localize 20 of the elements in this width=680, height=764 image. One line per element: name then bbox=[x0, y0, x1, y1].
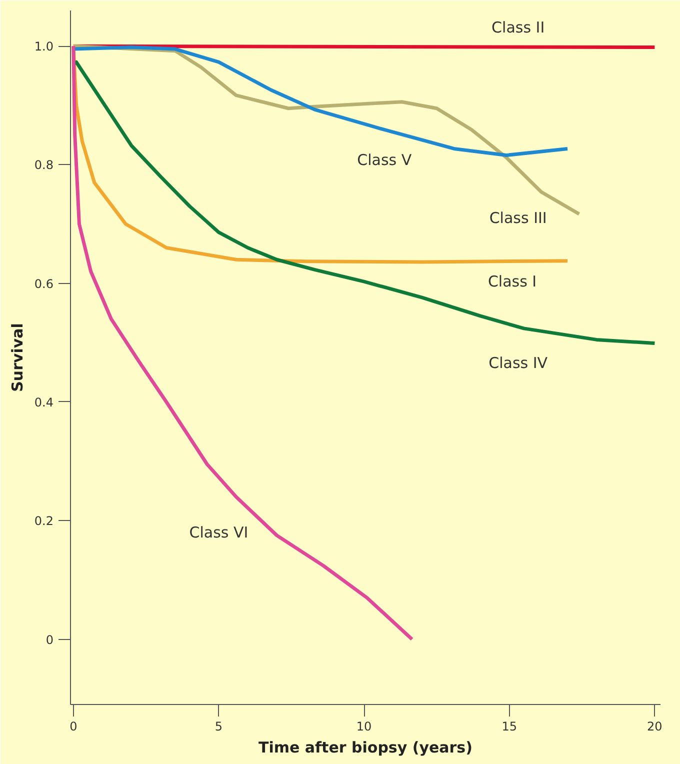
y-tick-label: 0 bbox=[46, 632, 54, 647]
y-tick-label: 0.6 bbox=[34, 276, 54, 291]
series-label: Class V bbox=[357, 150, 412, 169]
x-tick-label: 10 bbox=[356, 720, 372, 734]
y-tick-label: 0.8 bbox=[34, 158, 54, 172]
x-tick-label: 5 bbox=[214, 720, 223, 734]
x-axis-title: Time after biopsy (years) bbox=[258, 738, 472, 756]
y-tick-label: 0.2 bbox=[34, 514, 54, 528]
x-tick-label: 0 bbox=[70, 720, 78, 734]
y-tick-label: 1.0 bbox=[34, 40, 54, 54]
x-tick-label: 20 bbox=[647, 720, 662, 734]
y-tick-label: 0.4 bbox=[34, 395, 54, 410]
series-label: Class II bbox=[492, 18, 545, 37]
series-label: Class IV bbox=[488, 354, 548, 372]
series-label: Class III bbox=[489, 209, 547, 228]
series-label: Class VI bbox=[189, 523, 248, 542]
line-series bbox=[72, 44, 414, 641]
y-axis-title: Survival bbox=[8, 323, 26, 392]
series-label: Class I bbox=[488, 272, 537, 291]
x-tick-label: 15 bbox=[502, 720, 518, 734]
